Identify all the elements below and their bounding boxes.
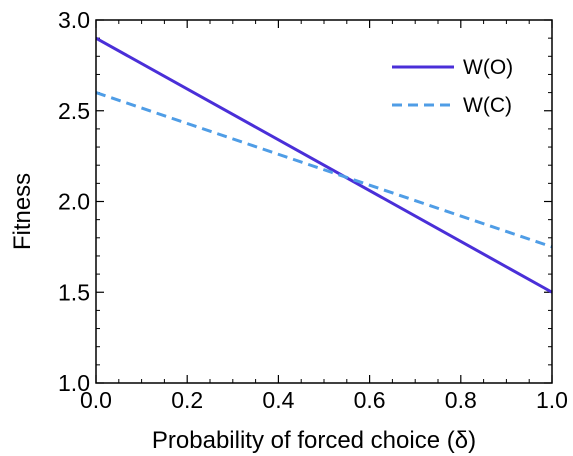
x-tick-label: 0.8: [445, 387, 477, 413]
y-tick-label: 1.0: [58, 370, 90, 396]
y-axis-title: Fitness: [9, 173, 36, 250]
legend-label: W(C): [463, 94, 512, 117]
x-axis-title: Probability of forced choice (δ): [152, 427, 476, 454]
legend: W(O) W(C): [392, 56, 513, 117]
x-tick-label: 0.4: [262, 387, 294, 413]
x-tick-label: 0.6: [354, 387, 386, 413]
x-tick-label: 0.2: [171, 387, 203, 413]
y-tick-label: 3.0: [58, 7, 90, 33]
x-tick-label: 1.0: [536, 387, 568, 413]
y-tick-label: 1.5: [58, 279, 90, 305]
legend-label: W(O): [463, 56, 513, 79]
y-tick-label: 2.0: [58, 189, 90, 215]
y-tick-label: 2.5: [58, 98, 90, 124]
